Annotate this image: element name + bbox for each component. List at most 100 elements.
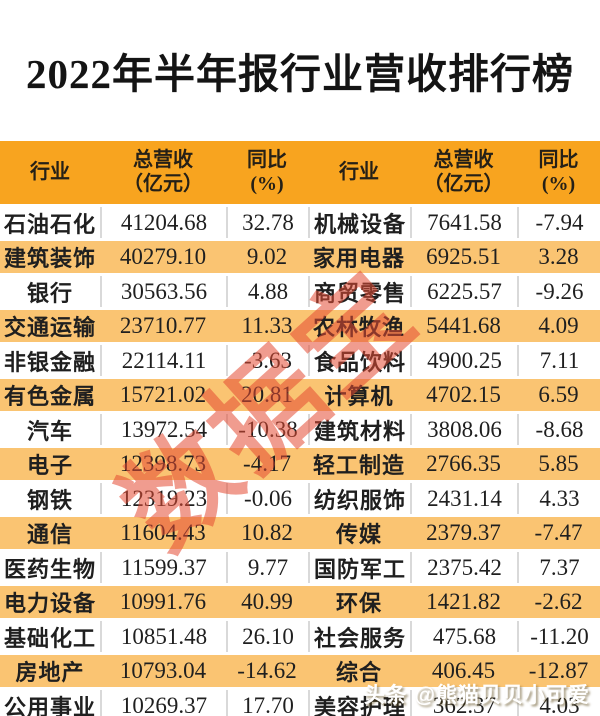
industry-name: 环保	[308, 586, 410, 618]
header-revenue-right: 总营收 （亿元）	[410, 140, 517, 204]
yoy-value: -4.17	[226, 448, 308, 480]
revenue-value: 3808.06	[410, 413, 517, 446]
industry-name: 综合	[308, 655, 410, 687]
revenue-value: 6925.51	[410, 241, 517, 273]
industry-name: 商贸零售	[308, 275, 410, 308]
yoy-value: -2.62	[517, 586, 600, 618]
header-line1: 同比	[247, 149, 287, 172]
industry-name: 医药生物	[0, 551, 100, 584]
industry-name: 钢铁	[0, 482, 100, 515]
industry-name: 纺织服饰	[308, 482, 410, 515]
industry-name: 传媒	[308, 517, 410, 549]
revenue-value: 5441.68	[410, 310, 517, 342]
yoy-value: 10.82	[226, 517, 308, 549]
industry-name: 机械设备	[308, 206, 410, 239]
table-header-row: 行业 总营收 （亿元） 同比 (%) 行业 总营收 （亿元） 同比 (%)	[0, 140, 600, 204]
yoy-value: 11.33	[226, 310, 308, 342]
revenue-value: 13972.54	[100, 413, 226, 446]
header-line2: （亿元）	[123, 173, 203, 196]
industry-name: 建筑材料	[308, 413, 410, 446]
yoy-value: 40.99	[226, 586, 308, 618]
revenue-value: 12319.23	[100, 482, 226, 515]
yoy-value: 4.03	[517, 689, 600, 716]
industry-name: 通信	[0, 517, 100, 549]
header-line2: （亿元）	[423, 173, 504, 196]
header-line2: (%)	[541, 173, 576, 196]
industry-name: 美容护理	[308, 689, 410, 716]
yoy-value: 7.11	[517, 344, 600, 377]
footer-author-watermark: 头条 @熊猫贝贝小可爱	[363, 684, 590, 707]
header-line2: (%)	[250, 173, 284, 196]
yoy-value: -10.38	[226, 413, 308, 446]
industry-name: 石油石化	[0, 206, 100, 239]
yoy-value: -3.63	[226, 344, 308, 377]
revenue-value: 4702.15	[410, 379, 517, 411]
yoy-value: 32.78	[226, 206, 308, 239]
industry-name: 银行	[0, 275, 100, 308]
revenue-value: 2379.37	[410, 517, 517, 549]
header-revenue-left: 总营收 （亿元）	[100, 140, 226, 204]
yoy-value: 6.59	[517, 379, 600, 411]
revenue-value: 2375.42	[410, 551, 517, 584]
industry-revenue-table: 行业 总营收 （亿元） 同比 (%) 行业 总营收 （亿元） 同比 (%) 石油石化 41204.6…	[0, 140, 600, 716]
revenue-value: 10991.76	[100, 586, 226, 618]
header-yoy-left: 同比 (%)	[226, 140, 308, 204]
industry-name: 计算机	[308, 379, 410, 411]
yoy-value: 3.28	[517, 241, 600, 273]
industry-name: 非银金融	[0, 344, 100, 377]
revenue-value: 41204.68	[100, 206, 226, 239]
revenue-value: 11599.37	[100, 551, 226, 584]
industry-name: 汽车	[0, 413, 100, 446]
revenue-value: 12398.73	[100, 448, 226, 480]
revenue-value: 30563.56	[100, 275, 226, 308]
industry-name: 交通运输	[0, 310, 100, 342]
revenue-value: 23710.77	[100, 310, 226, 342]
yoy-value: -8.68	[517, 413, 600, 446]
revenue-value: 406.45	[410, 655, 517, 687]
yoy-value: 4.88	[226, 275, 308, 308]
industry-name: 国防军工	[308, 551, 410, 584]
yoy-value: -7.94	[517, 206, 600, 239]
revenue-value: 15721.02	[100, 379, 226, 411]
revenue-value: 10793.04	[100, 655, 226, 687]
yoy-value: 4.33	[517, 482, 600, 515]
page-title: 2022年半年报行业营收排行榜	[26, 51, 574, 98]
yoy-value: -11.20	[517, 620, 600, 653]
revenue-value: 362.37	[410, 689, 517, 716]
header-line1: 同比	[538, 149, 579, 172]
header-yoy-right: 同比 (%)	[517, 140, 600, 204]
revenue-value: 40279.10	[100, 241, 226, 273]
yoy-value: 5.85	[517, 448, 600, 480]
yoy-value: 7.37	[517, 551, 600, 584]
header-line1: 总营收	[133, 149, 193, 172]
yoy-value: -7.47	[517, 517, 600, 549]
industry-name: 建筑装饰	[0, 241, 100, 273]
industry-name: 家用电器	[308, 241, 410, 273]
header-industry-right: 行业	[308, 140, 410, 204]
industry-name: 农林牧渔	[308, 310, 410, 342]
revenue-value: 7641.58	[410, 206, 517, 239]
yoy-value: 26.10	[226, 620, 308, 653]
industry-name: 电子	[0, 448, 100, 480]
industry-name: 社会服务	[308, 620, 410, 653]
revenue-value: 10851.48	[100, 620, 226, 653]
yoy-value: -14.62	[226, 655, 308, 687]
revenue-value: 2431.14	[410, 482, 517, 515]
yoy-value: 9.02	[226, 241, 308, 273]
revenue-value: 1421.82	[410, 586, 517, 618]
revenue-value: 22114.11	[100, 344, 226, 377]
revenue-value: 11604.43	[100, 517, 226, 549]
yoy-value: 4.09	[517, 310, 600, 342]
yoy-value: -9.26	[517, 275, 600, 308]
revenue-value: 6225.57	[410, 275, 517, 308]
industry-name: 轻工制造	[308, 448, 410, 480]
yoy-value: 9.77	[226, 551, 308, 584]
industry-name: 电力设备	[0, 586, 100, 618]
revenue-value: 2766.35	[410, 448, 517, 480]
yoy-value: -0.06	[226, 482, 308, 515]
revenue-value: 10269.37	[100, 689, 226, 716]
yoy-value: 17.70	[226, 689, 308, 716]
yoy-value: 20.81	[226, 379, 308, 411]
industry-name: 公用事业	[0, 689, 100, 716]
